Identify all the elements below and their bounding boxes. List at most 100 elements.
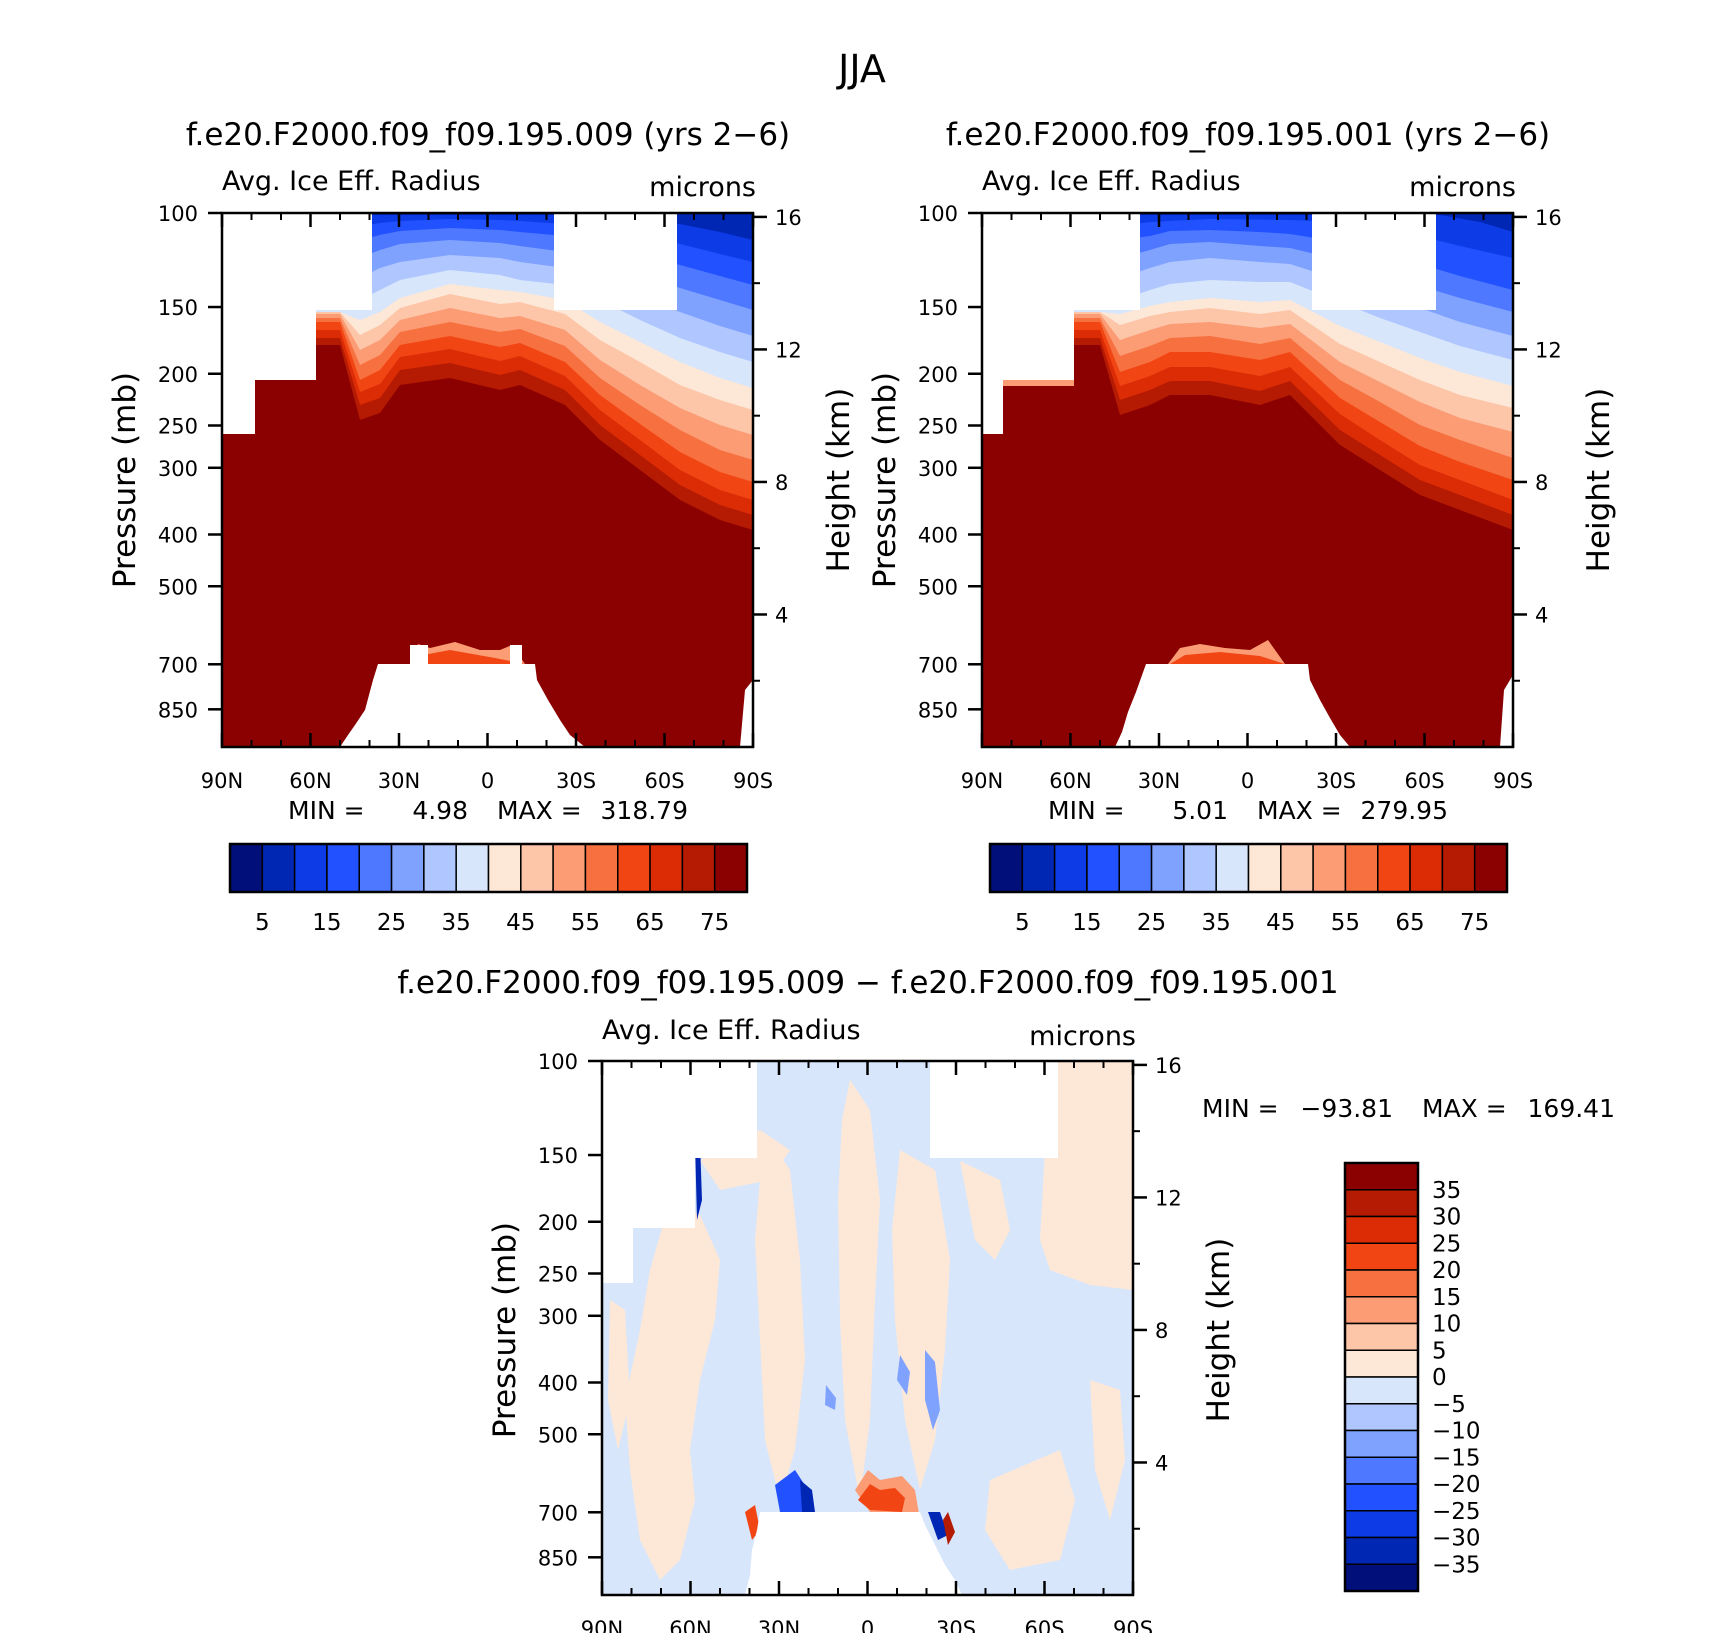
x-tick-label: 90N bbox=[961, 769, 1003, 793]
panel-3-min-value: −93.81 bbox=[1300, 1094, 1393, 1123]
colorbar-label: 0 bbox=[1432, 1365, 1447, 1391]
y2-tick-label: 8 bbox=[1535, 471, 1548, 495]
panel-3-positive-patch bbox=[755, 1140, 805, 1500]
colorbar-box bbox=[1409, 843, 1444, 893]
colorbar-box bbox=[1344, 1215, 1419, 1244]
panel-1-axes: 90N 60N 30N 0 30S 60S 90S 100 150 200 250 300 400 500… bbox=[158, 202, 802, 793]
panel-1-variable: Avg. Ice Eff. Radius bbox=[222, 166, 481, 197]
y2-tick-label: 12 bbox=[775, 338, 802, 362]
panel-3-missing-top bbox=[930, 1061, 1058, 1158]
panel-2-axes: 90N 60N 30N 0 30S 60S 90S 100 150 200 250 300 400 500… bbox=[918, 202, 1562, 793]
x-tick-label: 60N bbox=[289, 769, 331, 793]
y-tick-label: 200 bbox=[158, 363, 198, 387]
panel-2: f.e20.F2000.f09_f09.195.001 (yrs 2−6) Av… bbox=[867, 117, 1617, 936]
colorbar-box bbox=[1344, 1536, 1419, 1565]
panel-2-min-label: MIN = bbox=[1048, 796, 1125, 825]
y-tick-label: 400 bbox=[918, 524, 958, 548]
colorbar-box bbox=[1215, 843, 1250, 893]
y-tick-label: 100 bbox=[918, 202, 958, 226]
panel-1-min-label: MIN = bbox=[288, 796, 365, 825]
panel-2-min-value: 5.01 bbox=[1172, 796, 1228, 825]
x-tick-label: 30S bbox=[936, 1617, 976, 1633]
panel-2-max-label: MAX = bbox=[1257, 796, 1342, 825]
panel-3-negative-patch bbox=[800, 1480, 815, 1512]
colorbar-box bbox=[358, 843, 393, 893]
colorbar-box bbox=[617, 843, 651, 893]
panel-3-positive-patch bbox=[625, 1200, 720, 1580]
panel-2-title: f.e20.F2000.f09_f09.195.001 (yrs 2−6) bbox=[946, 117, 1550, 153]
colorbar-frame bbox=[228, 842, 749, 894]
panel-3-negative-patch bbox=[928, 1512, 948, 1540]
colorbar-box bbox=[1344, 1162, 1419, 1191]
panel-3-plot bbox=[602, 1061, 1133, 1595]
colorbar-box bbox=[1344, 1349, 1419, 1378]
colorbar-box bbox=[423, 843, 457, 893]
colorbar-box bbox=[1344, 1510, 1419, 1539]
colorbar-label: 55 bbox=[1331, 910, 1360, 936]
panel-3-positive-patch bbox=[745, 1505, 760, 1540]
x-tick-label: 30N bbox=[378, 769, 420, 793]
panel-3-variable: Avg. Ice Eff. Radius bbox=[602, 1015, 861, 1046]
colorbar-box bbox=[1344, 1456, 1419, 1485]
colorbar-box bbox=[1150, 843, 1185, 893]
colorbar-box bbox=[390, 843, 425, 893]
figure-title: JJA bbox=[836, 47, 886, 91]
y-tick-label: 500 bbox=[918, 575, 958, 599]
x-tick-label: 0 bbox=[861, 1617, 874, 1633]
colorbar-label: 20 bbox=[1432, 1258, 1461, 1284]
y2-tick-label: 16 bbox=[1535, 206, 1562, 230]
y-tick-label: 850 bbox=[918, 698, 958, 722]
colorbar-box bbox=[1344, 1376, 1419, 1405]
colorbar-box bbox=[229, 843, 264, 893]
panel-3-positive-patch bbox=[858, 1484, 905, 1512]
colorbar-box bbox=[1344, 1429, 1419, 1458]
colorbar-label: −5 bbox=[1432, 1392, 1466, 1418]
y-tick-label: 250 bbox=[158, 414, 198, 438]
y-tick-label: 250 bbox=[918, 414, 958, 438]
y-tick-label: 300 bbox=[538, 1305, 578, 1329]
colorbar-box bbox=[293, 843, 328, 893]
panel-3-min-label: MIN = bbox=[1202, 1094, 1279, 1123]
x-tick-label: 60S bbox=[644, 769, 684, 793]
y-tick-label: 500 bbox=[158, 575, 198, 599]
colorbar-label: 5 bbox=[255, 910, 270, 936]
panel-1-colorbar: 5 15 25 35 45 55 65 75 bbox=[228, 842, 749, 936]
y-tick-label: 400 bbox=[538, 1372, 578, 1396]
colorbar-label: 75 bbox=[700, 910, 729, 936]
colorbar-label: −25 bbox=[1432, 1499, 1481, 1525]
colorbar-box bbox=[1344, 1189, 1419, 1218]
colorbar-box bbox=[989, 843, 1024, 893]
colorbar-box bbox=[455, 843, 490, 893]
panel-3-units: microns bbox=[1029, 1021, 1136, 1052]
y-tick-label: 850 bbox=[538, 1546, 578, 1570]
y-tick-label: 850 bbox=[158, 698, 198, 722]
colorbar-label: 25 bbox=[1137, 910, 1166, 936]
colorbar-label: 55 bbox=[571, 910, 600, 936]
colorbar-box bbox=[261, 843, 296, 893]
x-tick-label: 30N bbox=[758, 1617, 800, 1633]
x-tick-label: 60S bbox=[1404, 769, 1444, 793]
y2-tick-label: 16 bbox=[775, 206, 802, 230]
colorbar-box bbox=[1344, 843, 1379, 893]
colorbar-label: −20 bbox=[1432, 1472, 1481, 1498]
panel-3-positive-patch bbox=[700, 1130, 790, 1190]
x-tick-label: 30S bbox=[556, 769, 596, 793]
panel-3-positive-patch bbox=[1040, 1061, 1133, 1290]
colorbar-box bbox=[1344, 1296, 1419, 1325]
colorbar-label: −30 bbox=[1432, 1526, 1481, 1552]
colorbar-box bbox=[1086, 843, 1120, 893]
y2-tick-label: 12 bbox=[1535, 338, 1562, 362]
panel-3-positive-patch bbox=[608, 1300, 630, 1450]
colorbar-box bbox=[713, 843, 748, 893]
colorbar-box bbox=[1021, 843, 1056, 893]
panel-3-positive-patch bbox=[943, 1512, 955, 1545]
colorbar-box bbox=[1183, 843, 1217, 893]
panel-3-missing-bottom bbox=[745, 1512, 962, 1595]
y-tick-label: 200 bbox=[538, 1211, 578, 1235]
y2-tick-label: 16 bbox=[1155, 1054, 1182, 1078]
colorbar-box bbox=[552, 843, 587, 893]
y-tick-label: 700 bbox=[918, 653, 958, 677]
panel-3-axes: 90N 60N 30N 0 30S 60S 90S 100 150 200 250 300 400 500… bbox=[538, 1050, 1182, 1633]
panel-3-title: f.e20.F2000.f09_f09.195.009 − f.e20.F200… bbox=[397, 965, 1338, 1001]
